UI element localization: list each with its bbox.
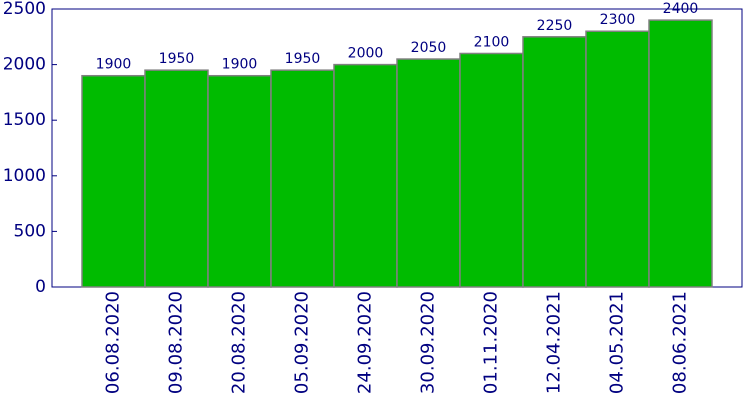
value-label: 1950: [285, 51, 321, 67]
bar: [81, 74, 146, 288]
value-label: 1900: [222, 57, 258, 73]
x-tick-label: 05.09.2020: [292, 291, 313, 394]
x-tick-label: 06.08.2020: [103, 291, 124, 394]
value-label: 2000: [348, 46, 384, 62]
x-tick-label: 08.06.2021: [670, 291, 691, 394]
value-label: 2100: [474, 34, 510, 50]
x-tick-label: 04.05.2021: [607, 291, 628, 394]
x-tick-label: 24.09.2020: [355, 291, 376, 394]
y-tick-label: 0: [35, 277, 46, 297]
value-label: 1900: [96, 57, 132, 73]
y-tick-label: 2000: [3, 55, 46, 75]
y-tick-label: 1500: [3, 110, 46, 130]
x-tick-label: 09.08.2020: [166, 291, 187, 394]
y-tick-label: 1000: [3, 166, 46, 186]
x-tick-label: 20.08.2020: [229, 291, 250, 394]
bar: [270, 69, 335, 288]
value-label: 2050: [411, 40, 447, 56]
value-label: 2250: [537, 18, 573, 34]
bar: [144, 69, 209, 288]
y-tick-label: 2500: [3, 0, 46, 19]
x-tick-label: 30.09.2020: [418, 291, 439, 394]
y-tick-label: 500: [14, 221, 46, 241]
x-tick-label: 12.04.2021: [544, 291, 565, 394]
value-label: 2400: [663, 1, 699, 17]
bar: [396, 58, 461, 288]
bar: [522, 36, 587, 288]
value-label: 1950: [159, 51, 195, 67]
bar: [333, 63, 398, 288]
value-label: 2300: [600, 12, 636, 28]
bar: [207, 74, 272, 288]
bar: [459, 52, 524, 288]
bar: [585, 30, 650, 288]
x-tick-label: 01.11.2020: [481, 291, 502, 394]
bar: [648, 19, 713, 288]
